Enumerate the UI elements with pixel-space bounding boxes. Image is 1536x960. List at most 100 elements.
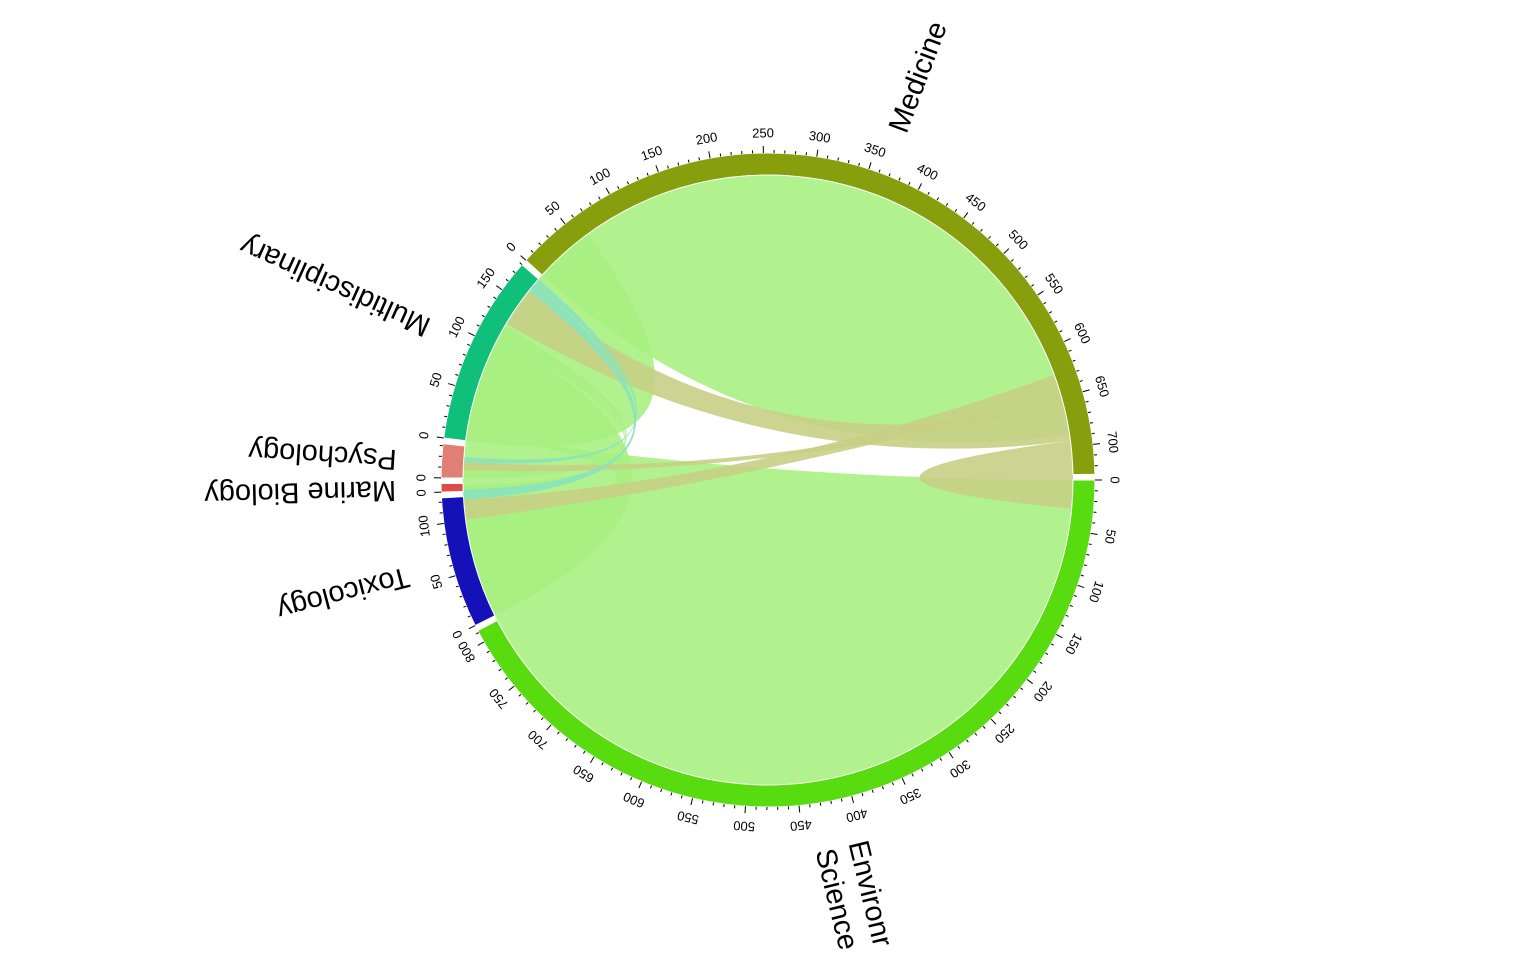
tick-label: 650: [570, 762, 596, 786]
tick-mark: [493, 296, 497, 300]
tick-label: 0: [503, 239, 519, 254]
tick-mark: [610, 767, 614, 771]
tick-mark: [1005, 703, 1009, 707]
tick-label: 50: [1102, 528, 1119, 545]
tick-label: 700: [525, 727, 551, 753]
tick-mark: [1085, 400, 1089, 403]
tick-mark: [701, 800, 704, 804]
tick-mark: [861, 793, 864, 797]
tick-mark: [908, 181, 911, 186]
tick-mark: [830, 800, 832, 804]
tick-mark: [939, 757, 943, 761]
tick-mark: [901, 777, 906, 785]
tick-mark: [881, 786, 884, 790]
tick-mark: [1037, 290, 1044, 296]
tick-mark: [1086, 553, 1090, 556]
tick-mark: [966, 739, 969, 743]
tick-mark: [571, 214, 574, 218]
tick-label: 450: [789, 817, 812, 834]
tick-label: 100: [587, 165, 613, 189]
tick-mark: [487, 305, 491, 309]
tick-mark: [504, 677, 508, 680]
chord-link: [463, 393, 1063, 472]
tick-mark: [605, 187, 610, 195]
tick-label: 600: [1071, 320, 1094, 346]
tick-mark: [1020, 687, 1024, 691]
tick-label: 150: [1062, 631, 1085, 657]
tick-mark: [448, 383, 456, 387]
tick-mark: [540, 717, 544, 721]
tick-mark: [650, 785, 653, 789]
tick-mark: [525, 701, 529, 705]
tick-mark: [468, 332, 475, 337]
tick-mark: [954, 209, 958, 213]
tick-mark: [1079, 380, 1083, 382]
tick-mark: [582, 750, 586, 754]
tick-mark: [1026, 679, 1034, 685]
tick-mark: [998, 711, 1002, 715]
tick-mark: [995, 243, 999, 247]
tick-mark: [538, 242, 542, 246]
tick-mark: [660, 789, 663, 793]
tick-mark: [1092, 443, 1101, 445]
tick-mark: [1080, 574, 1084, 577]
tick-mark: [554, 227, 557, 231]
tick-mark: [1090, 532, 1098, 536]
tick-label: 250: [752, 125, 774, 140]
sector-marine-biology: [440, 482, 464, 493]
tick-label: 150: [639, 142, 664, 163]
tick-mark: [1076, 369, 1080, 372]
tick-mark: [475, 632, 479, 635]
tick-mark: [455, 585, 459, 588]
tick-mark: [888, 173, 891, 177]
sector-toxicology: [440, 496, 496, 627]
tick-mark: [917, 183, 922, 190]
tick-mark: [1031, 284, 1035, 287]
tick-mark: [636, 176, 639, 181]
chord-link: [463, 374, 1061, 520]
tick-mark: [911, 773, 914, 777]
tick-mark: [1073, 594, 1077, 597]
tick-mark: [436, 522, 444, 525]
sector-label: Marine Biology: [203, 474, 396, 511]
tick-label: 200: [1030, 678, 1055, 704]
tick-mark: [455, 373, 459, 376]
tick-label: 0: [413, 474, 428, 481]
sector-medicine: [525, 152, 1096, 476]
tick-mark: [680, 795, 683, 799]
tick-label: 400: [914, 160, 940, 183]
tick-label: 50: [427, 573, 446, 591]
tick-label: 350: [862, 139, 887, 160]
tick-mark: [638, 781, 643, 789]
tick-mark: [798, 805, 801, 813]
tick-label: 500: [733, 818, 756, 834]
tick-mark: [1064, 338, 1071, 342]
tick-mark: [467, 615, 471, 618]
tick-mark: [1050, 643, 1054, 646]
tick-mark: [851, 795, 855, 803]
tick-mark: [982, 725, 986, 729]
sector-label: Medicine: [883, 17, 954, 137]
tick-mark: [492, 659, 496, 663]
tick-mark: [533, 709, 536, 713]
tick-mark: [448, 394, 453, 397]
tick-label: 200: [694, 129, 718, 148]
tick-mark: [462, 353, 466, 356]
tick-mark: [690, 798, 694, 806]
tick-mark: [1003, 248, 1010, 254]
sector-multidisciplinary: [443, 263, 540, 442]
tick-mark: [930, 763, 933, 767]
tick-mark: [971, 221, 975, 225]
tick-mark: [878, 169, 881, 173]
tick-mark: [708, 151, 711, 159]
tick-mark: [505, 278, 509, 282]
tick-mark: [446, 554, 450, 557]
tick-mark: [1010, 258, 1014, 262]
tick-mark: [677, 162, 680, 166]
tick-mark: [655, 165, 659, 173]
tick-label: 800: [455, 639, 479, 665]
tick-mark: [974, 732, 978, 736]
tick-label: 450: [963, 189, 989, 214]
tick-label: 750: [486, 686, 511, 712]
